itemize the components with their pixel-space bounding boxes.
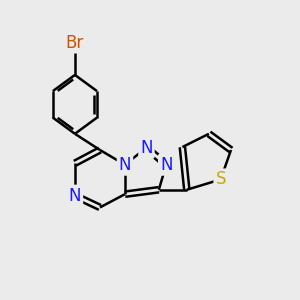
Text: N: N xyxy=(119,156,131,174)
Text: N: N xyxy=(140,139,153,157)
Text: S: S xyxy=(215,170,226,188)
Text: Br: Br xyxy=(66,34,84,52)
Text: N: N xyxy=(69,187,81,205)
Text: N: N xyxy=(160,156,172,174)
